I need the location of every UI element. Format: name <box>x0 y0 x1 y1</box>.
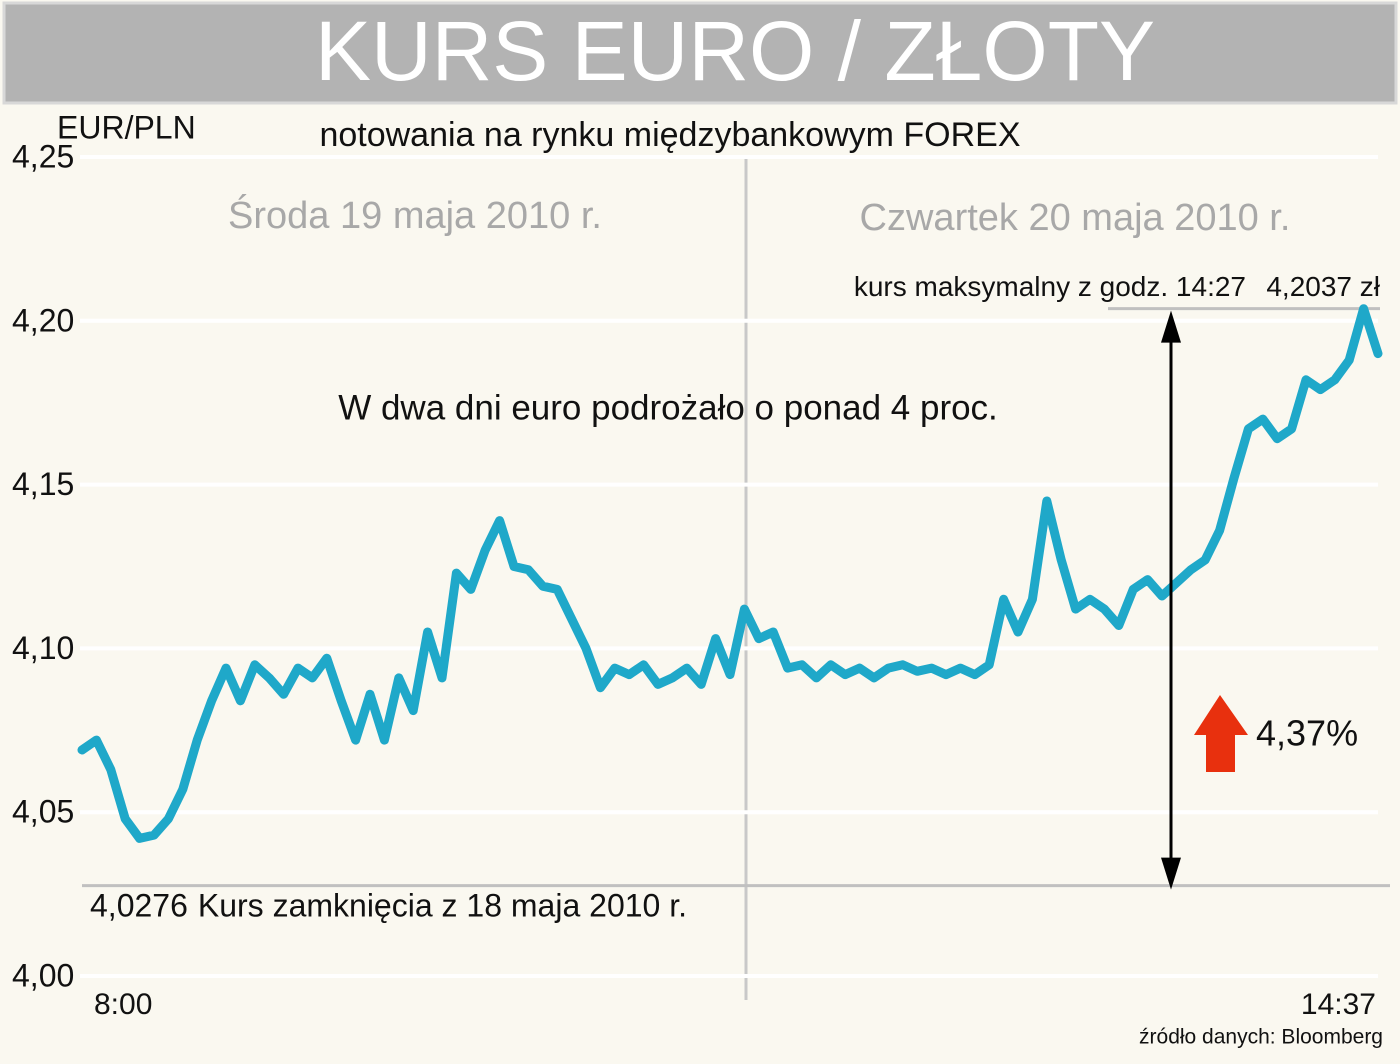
max-value: 4,2037 zł <box>1266 271 1380 302</box>
max-text: kurs maksymalny z godz. 14:27 <box>854 271 1246 302</box>
headline: W dwa dni euro podrożało o ponad 4 proc. <box>338 388 998 427</box>
source: źródło danych: Bloomberg <box>1139 1026 1383 1049</box>
title-bar <box>2 1 1398 105</box>
plot: 4,00 4,05 4,10 4,15 4,20 4,25 4,0276 Kurs zamkn… <box>12 138 1390 1021</box>
y-axis-label: EUR/PLN <box>57 109 196 145</box>
y-tick-label: 4,00 <box>12 957 74 993</box>
x-tick-label: 14:37 <box>1301 988 1376 1021</box>
arrow-head <box>1161 310 1181 343</box>
price-line <box>77 304 1383 843</box>
y-tick-label: 4,15 <box>12 466 74 502</box>
close-label: 4,0276 Kurs zamknięcia z 18 maja 2010 r. <box>90 888 687 924</box>
day-label: Środa 19 maja 2010 r. <box>228 192 602 237</box>
y-tick-label: 4,10 <box>12 630 74 666</box>
x-tick-label: 8:00 <box>94 988 152 1021</box>
chart-title: KURS EURO / ZŁOTY <box>315 4 1155 98</box>
y-tick-label: 4,20 <box>12 302 74 338</box>
y-tick-label: 4,05 <box>12 794 74 830</box>
y-tick-label: 4,25 <box>12 138 74 174</box>
change-label: 4,37% <box>1256 713 1358 754</box>
subtitle: notowania na rynku międzybankowym FOREX <box>319 116 1020 154</box>
arrow-head <box>1161 857 1181 890</box>
close-text: Kurs zamknięcia z 18 maja 2010 r. <box>198 888 687 924</box>
day-label: Czwartek 20 maja 2010 r. <box>860 197 1291 239</box>
up-arrow-icon <box>1194 695 1248 772</box>
close-value: 4,0276 <box>90 888 188 924</box>
